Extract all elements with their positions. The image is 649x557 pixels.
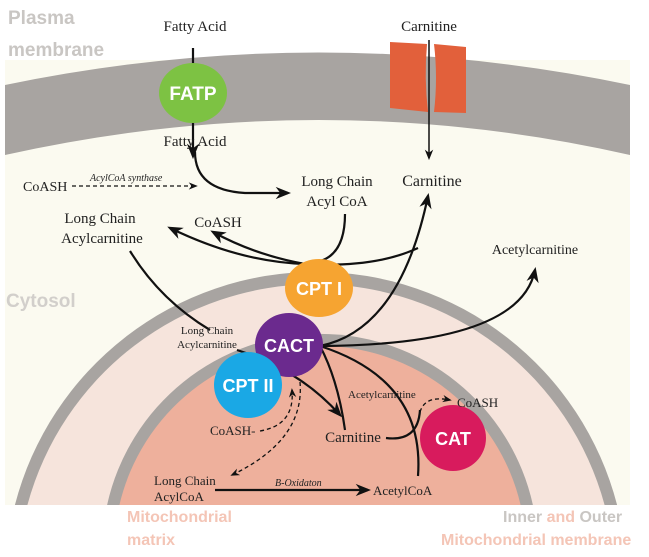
svg-text:CACT: CACT: [264, 336, 314, 356]
carnitine-to-cact: [319, 345, 347, 431]
long-chain-acylcoa-label-1: Long Chain: [301, 174, 373, 190]
mito-membrane-label-1: Inner and Outer: [503, 509, 622, 526]
cpt2-to-lc-acylcoa-arrow: [230, 381, 301, 476]
svg-text:FATP: FATP: [169, 84, 216, 105]
coash-label-3: CoASH: [457, 395, 498, 410]
cact-to-acetylcarnitine-arrow: [319, 266, 539, 348]
svg-text:CPT II: CPT II: [222, 376, 273, 396]
cat-enzyme[interactable]: CAT: [420, 405, 486, 471]
svg-text:CPT I: CPT I: [296, 279, 342, 299]
long-chain-acylcarnitine-label-2: Acylcarnitine: [61, 231, 143, 247]
membrane-label: membrane: [8, 40, 104, 61]
long-chain-acylcarnitine-ims-1: Long Chain: [181, 325, 234, 337]
cpt1-to-acylcarnitine-arrow: [167, 226, 306, 266]
acetylcarnitine-cytosol-label: Acetylcarnitine: [492, 243, 578, 258]
long-chain-acylcoa-matrix-1: Long Chain: [154, 473, 216, 488]
mito-membrane-label-2: Mitochondrial membrane: [441, 532, 631, 549]
carnitine-channel-right: [434, 44, 466, 113]
plasma-label: Plasma: [8, 8, 75, 29]
acetylcoa-label: AcetylCoA: [373, 483, 433, 498]
long-chain-acylcoa-label-2: Acyl CoA: [306, 194, 367, 210]
long-chain-acylcarnitine-ims-2: Acylcarnitine: [177, 339, 237, 351]
beta-oxidation-label: B-Oxidaton: [275, 478, 322, 489]
acetylcoa-to-cact: [319, 344, 420, 477]
fatty-acid-to-acylcoa-arrow: [193, 151, 292, 200]
fatp-enzyme[interactable]: FATP: [159, 63, 227, 123]
fatty-acid-inside: Fatty Acid: [164, 134, 227, 150]
coash-to-cpt2-arrow: [259, 388, 297, 432]
carnitine-channel-left: [390, 42, 428, 112]
carnitine-outside: Carnitine: [401, 19, 457, 35]
cact-enzyme[interactable]: CACT: [255, 313, 323, 377]
cpt1-enzyme[interactable]: CPT I: [285, 259, 353, 317]
cpt1-to-coash-arrow: [210, 230, 306, 266]
carnitine-matrix-label: Carnitine: [325, 430, 381, 446]
long-chain-acylcarnitine-label-1: Long Chain: [64, 211, 136, 227]
carnitine-cytosol-label: Carnitine: [402, 173, 462, 190]
coash-label-4: CoASH-: [210, 423, 256, 438]
svg-text:CAT: CAT: [435, 429, 471, 449]
matrix-label-1: Mitochondrial: [127, 509, 232, 526]
coash-label-2: CoASH: [194, 215, 242, 231]
plasma-membrane: [5, 52, 630, 155]
coash-label-1: CoASH: [23, 180, 67, 195]
cat-to-coash-arrow: [419, 395, 452, 413]
acetylcarnitine-matrix-label: Acetylcarnitine: [348, 389, 416, 401]
cpt2-enzyme[interactable]: CPT II: [214, 352, 282, 418]
cact-to-carnitine-arrow: [319, 192, 432, 348]
matrix-label-2: matrix: [127, 532, 175, 549]
cytosol-label: Cytosol: [6, 291, 76, 312]
acylcarnitine-to-ims: [129, 250, 211, 331]
fatty-acid-outside: Fatty Acid: [164, 19, 227, 35]
long-chain-acylcoa-matrix-2: AcylCoA: [154, 489, 204, 504]
carnitine-to-cat: [385, 409, 422, 440]
acylcoa-synthase-label: AcylCoA synthase: [89, 173, 163, 184]
